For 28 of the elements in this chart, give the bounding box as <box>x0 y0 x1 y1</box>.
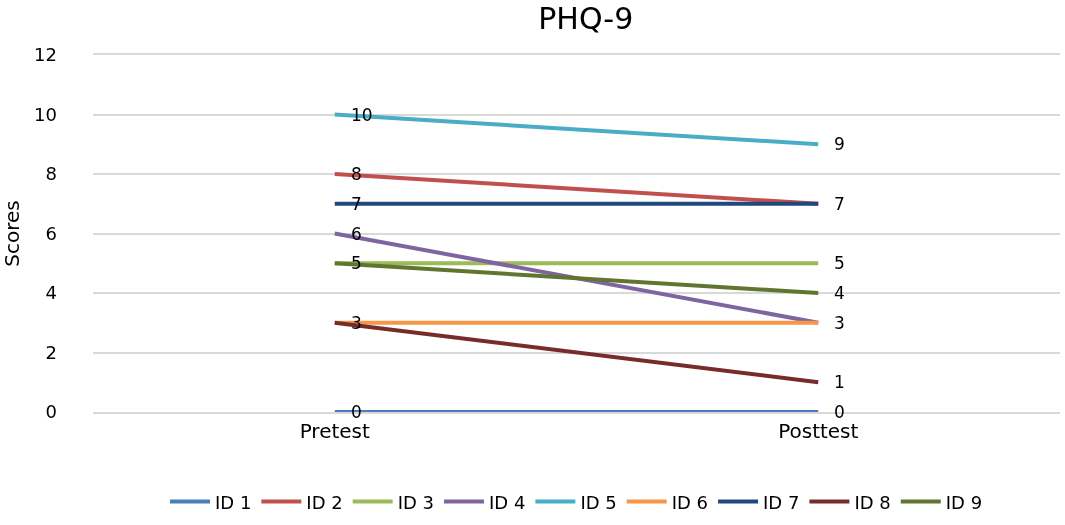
data-label: 10 <box>351 105 373 125</box>
y-tick-label: 12 <box>34 44 57 66</box>
data-label: 5 <box>834 253 845 273</box>
y-tick-label: 10 <box>34 103 57 125</box>
y-tick-label: 2 <box>45 341 57 363</box>
chart-title: PHQ-9 <box>538 0 634 36</box>
data-label: 9 <box>834 134 845 154</box>
legend-label: ID 2 <box>306 491 343 513</box>
y-tick-label: 8 <box>45 163 57 185</box>
legend-label: ID 1 <box>215 491 252 513</box>
data-label: 7 <box>834 194 845 214</box>
legend-label: ID 3 <box>397 491 435 513</box>
data-label: 3 <box>834 313 845 333</box>
legend-label: ID 4 <box>489 491 526 513</box>
legend-label: ID 6 <box>671 491 709 513</box>
legend-label: ID 8 <box>854 491 891 513</box>
legend-label: ID 9 <box>945 491 983 513</box>
y-tick-label: 0 <box>45 401 57 423</box>
y-tick-label: 6 <box>45 222 57 244</box>
data-label: 1 <box>834 372 845 392</box>
data-label: 6 <box>351 224 362 244</box>
x-tick-label: Pretest <box>299 418 370 443</box>
data-label: 4 <box>834 283 845 303</box>
y-axis-title: Scores <box>0 200 24 267</box>
legend-label: ID 5 <box>580 491 617 513</box>
y-tick-label: 4 <box>45 282 57 304</box>
data-label: 8 <box>351 164 362 184</box>
legend-label: ID 7 <box>763 491 800 513</box>
